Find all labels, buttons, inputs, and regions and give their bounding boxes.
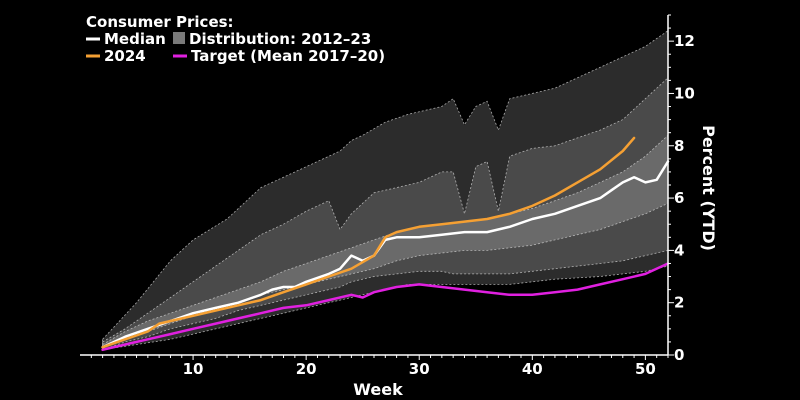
y-tick-label: 10 <box>674 84 695 102</box>
x-tick-label: 50 <box>635 360 656 378</box>
legend-label-target: Target (Mean 2017–20) <box>191 47 385 65</box>
legend: Consumer Prices: Median Distribution: 20… <box>86 13 385 65</box>
target-line <box>101 262 670 352</box>
axes: 10 20 30 40 50 0 2 4 6 8 10 12 <box>80 14 695 378</box>
y-axis-title: Percent (YTD) <box>699 125 718 251</box>
legend-label-2024: 2024 <box>104 47 146 65</box>
y-tick-label: 4 <box>674 241 684 259</box>
x-tick-label: 30 <box>409 360 430 378</box>
y-tick-label: 12 <box>674 32 695 50</box>
y-tick-label: 8 <box>674 137 684 155</box>
x-tick-label: 10 <box>183 360 204 378</box>
x-tick-label: 40 <box>522 360 543 378</box>
y-tick-label: 6 <box>674 189 684 207</box>
y-tick-label: 2 <box>674 294 684 312</box>
x-axis-title: Week <box>353 380 403 399</box>
legend-label-distribution: Distribution: 2012–23 <box>189 30 371 48</box>
series-2024-line <box>101 136 636 349</box>
legend-label-median: Median <box>104 30 166 48</box>
series-lines <box>101 136 670 352</box>
y-tick-label: 0 <box>674 346 684 364</box>
legend-heading: Consumer Prices: <box>86 13 234 31</box>
x-tick-label: 20 <box>296 360 317 378</box>
legend-swatch-distribution <box>173 32 185 44</box>
